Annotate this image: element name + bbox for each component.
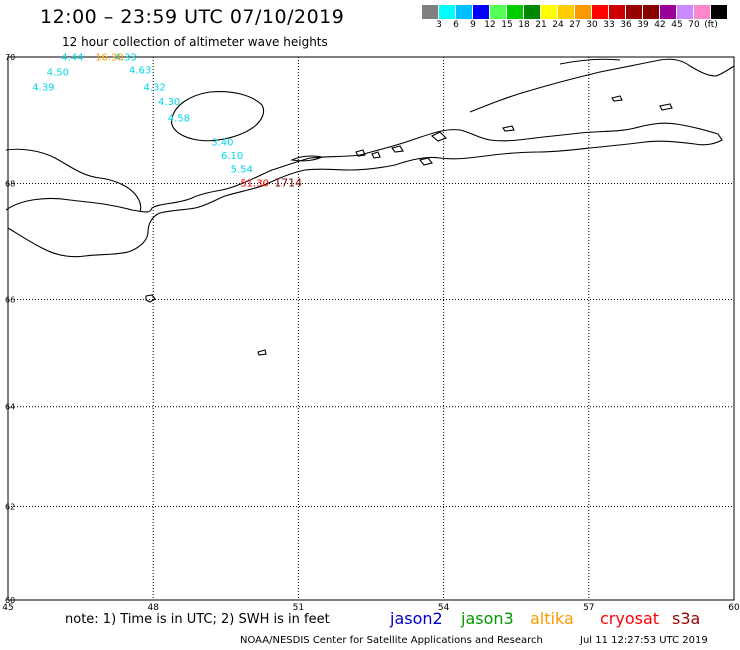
color-swatch <box>473 5 490 19</box>
color-swatch <box>558 5 575 19</box>
novaya-zemlya-coast <box>469 58 735 113</box>
longitude-label: 54 <box>438 603 450 613</box>
wave-height-value: 4.44 <box>61 52 83 63</box>
satellite-legend-jason2: jason2 <box>390 609 443 628</box>
lat-lon-grid: 45 48 51 54 57 60 70 68 66 64 62 60 <box>2 53 740 613</box>
color-scale-label: 3 <box>436 20 442 30</box>
color-scale-label: 27 <box>569 20 581 30</box>
color-swatch <box>660 5 677 19</box>
islet-6 <box>391 145 404 153</box>
color-swatch <box>541 5 558 19</box>
wave-height-value: 3.40 <box>211 137 233 148</box>
wave-height-value: 51.30 <box>240 179 269 190</box>
color-scale-label: 39 <box>637 20 649 30</box>
wave-height-value: 4.39 <box>32 82 54 93</box>
latitude-label: 70 <box>5 53 15 62</box>
color-scale-label: 24 <box>552 20 564 30</box>
color-scale-label: 15 <box>501 20 513 30</box>
color-scale-label: 6 <box>453 20 459 30</box>
longitude-label: 51 <box>293 603 304 613</box>
color-scale-label: (ft) <box>704 20 718 30</box>
islet-2 <box>257 349 267 356</box>
wave-height-value: 4.32 <box>144 82 166 93</box>
map-frame <box>7 56 735 601</box>
color-swatch <box>490 5 507 19</box>
wave-height-observations: 4.44 4.50 4.39 4.63 4.32 4.30 4.58 3.40 6.10 5.54… <box>32 52 302 189</box>
color-scale-label: 9 <box>470 20 476 30</box>
chart-subtitle: 12 hour collection of altimeter wave hei… <box>62 35 328 49</box>
longitude-label: 45 <box>2 603 13 613</box>
latitude-label: 68 <box>5 179 15 188</box>
color-scale-label: 42 <box>654 20 666 30</box>
wave-height-value: 4.63 <box>129 65 151 76</box>
color-swatch <box>711 5 728 19</box>
chart-title: 12:00 – 23:59 UTC 07/10/2019 <box>40 6 345 28</box>
color-scale-label: 33 <box>603 20 615 30</box>
longitude-label: 60 <box>728 603 740 613</box>
color-swatch <box>626 5 643 19</box>
islet-10 <box>611 95 623 102</box>
islet-1 <box>145 294 156 303</box>
wave-height-value: 6.10 <box>221 151 243 162</box>
coastline <box>5 58 735 356</box>
color-scale-label: 45 <box>671 20 683 30</box>
mainland-coastline <box>5 122 723 258</box>
footer-note: note: 1) Time is in UTC; 2) SWH is in fe… <box>65 612 330 627</box>
islet-5 <box>419 157 433 166</box>
satellite-legend-altika: altika <box>530 609 574 628</box>
color-swatch <box>592 5 609 19</box>
wave-height-value: 16.30 <box>95 52 124 63</box>
wave-height-value: 4.30 <box>158 97 180 108</box>
longitude-label: 57 <box>583 603 594 613</box>
color-swatch <box>643 5 660 19</box>
color-scale-label: 70 <box>688 20 700 30</box>
islet-8 <box>355 149 366 157</box>
wave-height-value: 1714 <box>274 177 302 190</box>
color-swatch <box>609 5 626 19</box>
satellite-legend-jason3: jason3 <box>461 609 514 628</box>
coast-segment-2 <box>559 58 621 65</box>
color-swatch <box>677 5 694 19</box>
latitude-label: 66 <box>5 295 15 304</box>
color-swatch <box>694 5 711 19</box>
color-swatch <box>439 5 456 19</box>
vaygach-islet <box>290 155 324 162</box>
color-swatch <box>456 5 473 19</box>
wave-height-value: 4.33 <box>114 52 136 63</box>
footer-timestamp: Jul 11 12:27:53 UTC 2019 <box>580 635 708 646</box>
islet-7 <box>371 151 381 159</box>
wave-height-value: 5.54 <box>231 165 253 176</box>
kolguev-island <box>170 91 265 142</box>
wave-height-color-scale: 3 6 9 12 15 18 21 24 27 30 33 36 39 42 45 70 (ft) <box>422 5 728 31</box>
color-swatch <box>524 5 541 19</box>
color-swatch <box>422 5 439 19</box>
latitude-label: 62 <box>5 503 15 512</box>
color-scale-label: 12 <box>484 20 496 30</box>
color-swatch <box>507 5 524 19</box>
color-scale-label: 30 <box>586 20 598 30</box>
islet-9 <box>659 103 673 111</box>
islet-3 <box>502 125 515 132</box>
footer-credit: NOAA/NESDIS Center for Satellite Applica… <box>240 635 543 646</box>
wave-height-value: 4.50 <box>47 67 69 78</box>
latitude-label: 60 <box>5 596 15 605</box>
satellite-legend-cryosat: cryosat <box>600 609 660 628</box>
kanin-peninsula <box>5 148 142 213</box>
longitude-label: 48 <box>147 603 159 613</box>
wave-height-value: 4.58 <box>168 114 190 125</box>
color-scale-labels: 3 6 9 12 15 18 21 24 27 30 33 36 39 42 45 70 (ft) <box>422 19 728 31</box>
color-swatches <box>422 5 728 19</box>
islet-4 <box>431 131 447 142</box>
color-scale-label: 21 <box>535 20 547 30</box>
satellite-legend-s3a: s3a <box>672 609 701 628</box>
latitude-label: 64 <box>5 403 15 412</box>
color-swatch <box>575 5 592 19</box>
color-scale-label: 18 <box>518 20 530 30</box>
color-scale-label: 36 <box>620 20 632 30</box>
